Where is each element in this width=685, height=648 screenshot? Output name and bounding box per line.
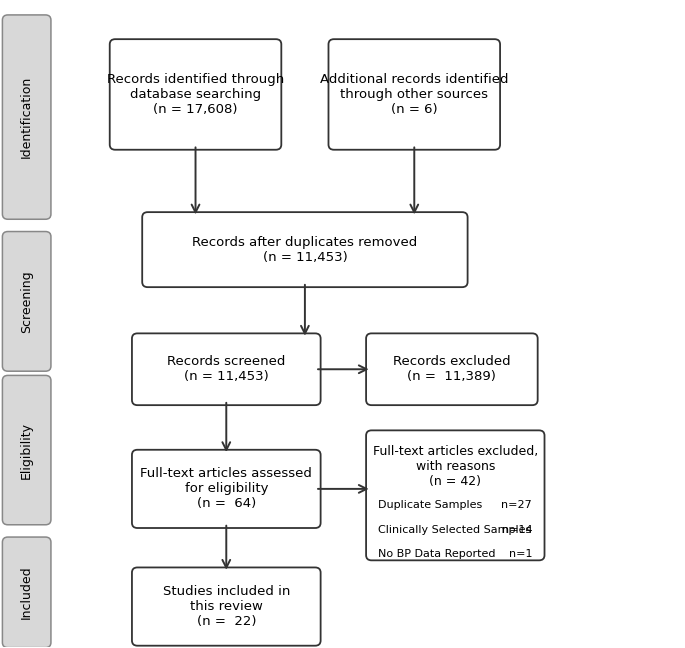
Text: Clinically Selected Samples: Clinically Selected Samples [378,525,532,535]
FancyBboxPatch shape [3,375,51,525]
Text: Additional records identified
through other sources
(n = 6): Additional records identified through ot… [320,73,508,116]
Text: Full-text articles excluded,
with reasons
(n = 42): Full-text articles excluded, with reason… [373,445,538,488]
FancyBboxPatch shape [366,430,545,561]
FancyBboxPatch shape [3,231,51,371]
FancyBboxPatch shape [3,15,51,219]
FancyBboxPatch shape [132,450,321,528]
Text: Records after duplicates removed
(n = 11,453): Records after duplicates removed (n = 11… [192,236,418,264]
Text: Records screened
(n = 11,453): Records screened (n = 11,453) [167,355,286,383]
Text: Identification: Identification [20,76,33,158]
Text: Eligibility: Eligibility [20,422,33,479]
Text: Records excluded
(n =  11,389): Records excluded (n = 11,389) [393,355,511,383]
FancyBboxPatch shape [142,212,468,287]
Text: n=27: n=27 [501,500,532,510]
Text: n=1: n=1 [509,550,532,559]
Text: Full-text articles assessed
for eligibility
(n =  64): Full-text articles assessed for eligibil… [140,467,312,511]
Text: No BP Data Reported: No BP Data Reported [378,550,496,559]
FancyBboxPatch shape [366,333,538,405]
FancyBboxPatch shape [329,39,500,150]
Text: n=14: n=14 [501,525,532,535]
Text: Records identified through
database searching
(n = 17,608): Records identified through database sear… [107,73,284,116]
FancyBboxPatch shape [132,568,321,645]
FancyBboxPatch shape [110,39,282,150]
FancyBboxPatch shape [132,333,321,405]
FancyBboxPatch shape [3,537,51,647]
Text: Studies included in
this review
(n =  22): Studies included in this review (n = 22) [162,585,290,628]
Text: Included: Included [20,566,33,619]
Text: Screening: Screening [20,270,33,332]
Text: Duplicate Samples: Duplicate Samples [378,500,483,510]
